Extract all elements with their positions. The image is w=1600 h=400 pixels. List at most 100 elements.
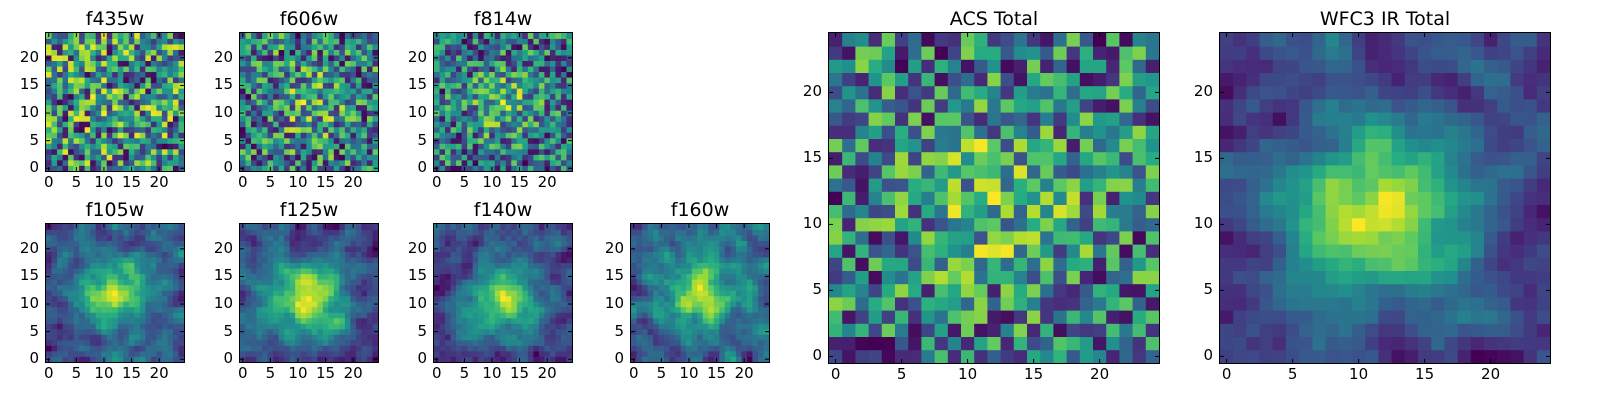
heatmap-cell	[57, 33, 63, 39]
heatmap-cell	[350, 71, 357, 78]
heatmap-cell	[555, 312, 562, 319]
heatmap-cell	[139, 312, 146, 319]
heatmap-cell	[344, 312, 351, 319]
heatmap-cell	[450, 99, 457, 106]
heatmap-cell	[150, 295, 157, 302]
heatmap-cell	[145, 159, 152, 166]
heatmap-cell	[284, 66, 291, 73]
heatmap-cell	[631, 229, 637, 236]
heatmap-cell	[156, 235, 163, 241]
heatmap-cell	[90, 251, 97, 258]
heatmap-cell	[533, 273, 540, 280]
heatmap-cell	[273, 229, 280, 236]
heatmap-cell	[273, 284, 280, 291]
heatmap-cell	[658, 328, 665, 335]
heatmap-cell	[533, 66, 540, 73]
heatmap-cell	[500, 165, 507, 171]
heatmap-cell	[516, 132, 523, 139]
heatmap-cell	[178, 49, 184, 56]
heatmap-cell	[472, 328, 479, 335]
heatmap-plot	[45, 32, 185, 172]
heatmap-cell	[555, 33, 562, 39]
heatmap-cell	[500, 44, 507, 50]
heatmap-cell	[333, 49, 340, 56]
heatmap-cell	[472, 273, 479, 280]
heatmap-cell	[658, 290, 665, 297]
heatmap-cell	[156, 240, 163, 247]
heatmap-cell	[117, 229, 124, 236]
heatmap-cell	[881, 244, 896, 258]
heatmap-cell	[881, 165, 896, 179]
heatmap-cell	[178, 132, 184, 139]
heatmap-cell	[333, 143, 340, 150]
heatmap-cell	[516, 334, 523, 341]
x-tick-label: 15	[707, 364, 727, 382]
heatmap-cell	[719, 273, 726, 280]
heatmap-cell	[511, 262, 518, 269]
heatmap-cell	[333, 110, 340, 117]
heatmap-cell	[117, 306, 124, 313]
heatmap-cell	[527, 284, 534, 291]
heatmap-cell	[284, 88, 291, 95]
heatmap-cell	[741, 257, 748, 264]
heatmap-cell	[101, 306, 108, 313]
heatmap-cell	[245, 93, 252, 100]
heatmap-cell	[921, 349, 935, 363]
heatmap-cell	[527, 339, 534, 346]
heatmap-cell	[278, 88, 285, 95]
heatmap-cell	[505, 268, 512, 275]
heatmap-cell	[566, 33, 572, 39]
heatmap-cell	[267, 115, 274, 122]
heatmap-cell	[467, 235, 474, 241]
heatmap-cell	[472, 165, 479, 171]
heatmap-cell	[161, 143, 168, 150]
heatmap-cell	[267, 262, 274, 269]
heatmap-cell	[355, 279, 362, 286]
heatmap-cell	[549, 229, 556, 236]
heatmap-cell	[90, 137, 97, 144]
heatmap-cell	[555, 82, 562, 89]
heatmap-cell	[472, 350, 479, 357]
heatmap-cell	[95, 66, 102, 73]
heatmap-cell	[434, 71, 440, 78]
heatmap-cell	[691, 295, 698, 302]
heatmap-cell	[51, 312, 58, 319]
heatmap-cell	[450, 350, 457, 357]
heatmap-cell	[256, 328, 263, 335]
heatmap-cell	[472, 334, 479, 341]
heatmap-cell	[516, 60, 523, 67]
heatmap-cell	[134, 99, 141, 106]
heatmap-cell	[150, 240, 157, 247]
heatmap-cell	[256, 224, 263, 230]
heatmap-cell	[90, 295, 97, 302]
heatmap-cell	[544, 93, 551, 100]
heatmap-cell	[123, 339, 130, 346]
heatmap-cell	[262, 224, 268, 230]
heatmap-cell	[763, 295, 769, 302]
heatmap-cell	[533, 235, 540, 241]
heatmap-cell	[295, 121, 302, 128]
heatmap-cell	[741, 251, 748, 258]
heatmap-cell	[647, 279, 654, 286]
heatmap-cell	[538, 284, 545, 291]
heatmap-cell	[478, 154, 485, 161]
heatmap-cell	[505, 251, 512, 258]
heatmap-cell	[167, 99, 174, 106]
heatmap-cell	[73, 290, 80, 297]
heatmap-cell	[560, 295, 567, 302]
heatmap-cell	[278, 121, 285, 128]
heatmap-cell	[311, 137, 318, 144]
heatmap-cell	[328, 137, 335, 144]
heatmap-cell	[112, 229, 119, 236]
heatmap-cell	[350, 328, 357, 335]
heatmap-cell	[295, 126, 302, 133]
heatmap-cell	[516, 82, 523, 89]
heatmap-cell	[95, 240, 102, 247]
heatmap-cell	[145, 110, 152, 117]
heatmap-cell	[57, 82, 63, 89]
heatmap-cell	[366, 317, 373, 324]
heatmap-cell	[741, 273, 748, 280]
heatmap-cell	[538, 71, 545, 78]
heatmap-cell	[51, 104, 58, 111]
heatmap-cell	[117, 38, 124, 45]
